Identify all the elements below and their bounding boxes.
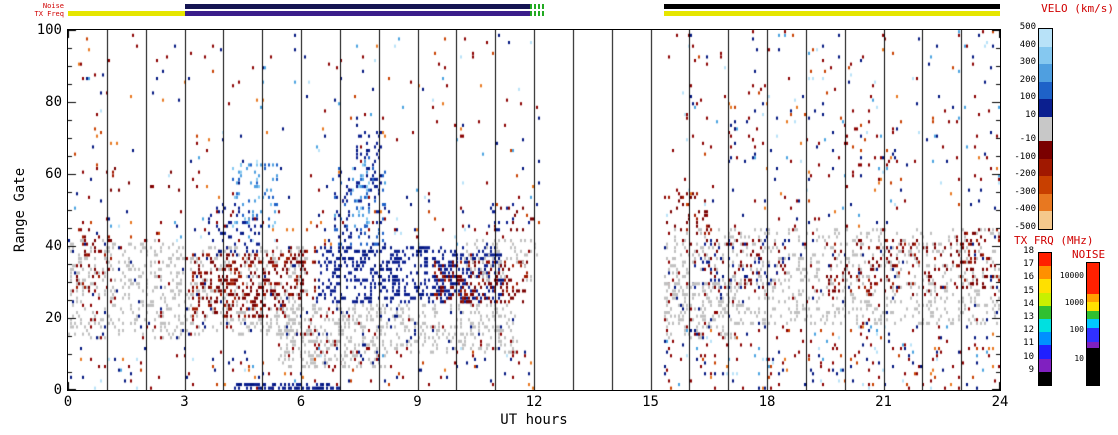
- txfrq-colorbar-segment: [1039, 305, 1051, 319]
- txfrq-colorbar-segment: [1039, 345, 1051, 359]
- velo-colorbar-segment: [1039, 176, 1052, 194]
- noise-colorbar-segment: [1087, 327, 1099, 343]
- txfrq-colorbar-tick-label: 13: [1023, 312, 1034, 323]
- velo-colorbar-segment: [1039, 158, 1052, 177]
- noise-strip-segment: [530, 4, 546, 9]
- x-tick-label: 24: [991, 394, 1009, 410]
- velo-colorbar-tick-label: 500: [1019, 22, 1036, 33]
- velo-colorbar-segment: [1039, 211, 1052, 229]
- txfrq-colorbar-tick-label: 14: [1023, 298, 1034, 309]
- velo-colorbar-segment: [1039, 116, 1052, 141]
- velo-colorbar-segment: [1039, 99, 1052, 117]
- velo-colorbar-tick-label: -500: [1014, 222, 1036, 233]
- noise-colorbar: [1086, 262, 1100, 386]
- velo-colorbar-segment: [1039, 29, 1052, 47]
- noise-strip-label: Noise: [42, 2, 64, 10]
- txfrq-colorbar-tick-label: 12: [1023, 325, 1034, 336]
- txfrq-colorbar-segment: [1039, 279, 1051, 293]
- txfrq-colorbar-segment: [1039, 266, 1051, 280]
- plot-area: [67, 29, 1001, 391]
- y-tick-label: 80: [45, 94, 62, 110]
- tx_freq-strip-segment: [664, 11, 1000, 16]
- velo-colorbar: [1038, 28, 1053, 230]
- noise-colorbar-tick-label: 100: [1069, 324, 1084, 334]
- txfrq-colorbar-tick-label: 16: [1023, 272, 1034, 283]
- velo-colorbar-segment: [1039, 46, 1052, 65]
- velo-colorbar-tick-label: 10: [1025, 110, 1036, 121]
- txfrq-colorbar-tick-label: 17: [1023, 259, 1034, 270]
- txfrq-colorbar-title: TX FRQ (MHz): [1014, 234, 1094, 247]
- txfrq-colorbar-segment: [1039, 371, 1051, 385]
- velo-colorbar-segment: [1039, 81, 1052, 100]
- noise-colorbar-segment: [1087, 319, 1099, 328]
- y-axis-title: Range Gate: [12, 167, 28, 253]
- txfrq-colorbar-segment: [1039, 253, 1051, 267]
- x-tick-label: 18: [758, 394, 776, 410]
- velo-colorbar-tick-label: -300: [1014, 186, 1036, 197]
- velo-colorbar-tick-label: 100: [1019, 92, 1036, 103]
- velo-colorbar-segment: [1039, 64, 1052, 82]
- velo-colorbar-tick-label: -100: [1014, 151, 1036, 162]
- noise-strip-segment: [664, 4, 1000, 9]
- x-tick-label: 15: [642, 394, 659, 410]
- velo-colorbar-tick-label: -400: [1014, 204, 1036, 215]
- tx_freq-strip-segment: [68, 11, 185, 16]
- x-tick-label: 12: [525, 394, 543, 410]
- velo-colorbar-segment: [1039, 140, 1052, 159]
- velo-colorbar-tick-label: 400: [1019, 39, 1036, 50]
- velo-colorbar-tick-label: -10: [1019, 134, 1036, 145]
- y-tick-label: 60: [45, 166, 62, 182]
- txfreq-strip-label: TX Freq: [34, 10, 64, 18]
- noise-colorbar-segment: [1087, 293, 1099, 303]
- txfrq-colorbar-segment: [1039, 358, 1051, 372]
- velocity-heatmap-canvas: [68, 30, 1000, 390]
- noise-colorbar-segment: [1087, 310, 1099, 320]
- x-tick-label: 21: [875, 394, 892, 410]
- txfrq-colorbar-tick-label: 10: [1023, 351, 1034, 362]
- velo-colorbar-tick-label: 300: [1019, 57, 1036, 68]
- y-tick-label: 0: [53, 382, 62, 398]
- x-tick-label: 0: [63, 394, 73, 410]
- noise-colorbar-tick-label: 10: [1074, 354, 1084, 364]
- txfrq-colorbar-tick-label: 9: [1028, 364, 1034, 375]
- x-tick-label: 3: [180, 394, 189, 410]
- y-tick-label: 20: [45, 310, 62, 326]
- noise-colorbar-segment: [1087, 348, 1099, 385]
- x-axis-title: UT hours: [500, 412, 568, 428]
- noise-strip-segment: [184, 4, 531, 9]
- noise-colorbar-segment: [1087, 342, 1099, 349]
- x-tick-label: 9: [413, 394, 422, 410]
- x-tick-label: 6: [296, 394, 306, 410]
- velo-colorbar-segment: [1039, 193, 1052, 212]
- txfrq-colorbar: [1038, 252, 1052, 386]
- y-tick-label: 100: [36, 22, 62, 38]
- txfrq-colorbar-tick-label: 18: [1023, 246, 1034, 257]
- velo-colorbar-tick-label: 200: [1019, 74, 1036, 85]
- noise-colorbar-segment: [1087, 302, 1099, 311]
- noise-colorbar-title: NOISE: [1072, 248, 1106, 261]
- noise-colorbar-tick-label: 10000: [1059, 271, 1084, 281]
- txfrq-colorbar-tick-label: 11: [1023, 338, 1034, 349]
- velo-colorbar-title: VELO (km/s): [1041, 2, 1114, 15]
- tx_freq-strip-segment: [530, 11, 546, 16]
- noise-colorbar-segment: [1087, 263, 1099, 294]
- txfrq-colorbar-segment: [1039, 318, 1051, 333]
- txfrq-colorbar-segment: [1039, 292, 1051, 306]
- tx_freq-strip-segment: [184, 11, 531, 16]
- velo-colorbar-tick-label: -200: [1014, 169, 1036, 180]
- txfrq-colorbar-tick-label: 15: [1023, 285, 1034, 296]
- txfrq-colorbar-segment: [1039, 332, 1051, 346]
- y-tick-label: 40: [45, 238, 62, 254]
- noise-colorbar-tick-label: 1000: [1064, 298, 1084, 308]
